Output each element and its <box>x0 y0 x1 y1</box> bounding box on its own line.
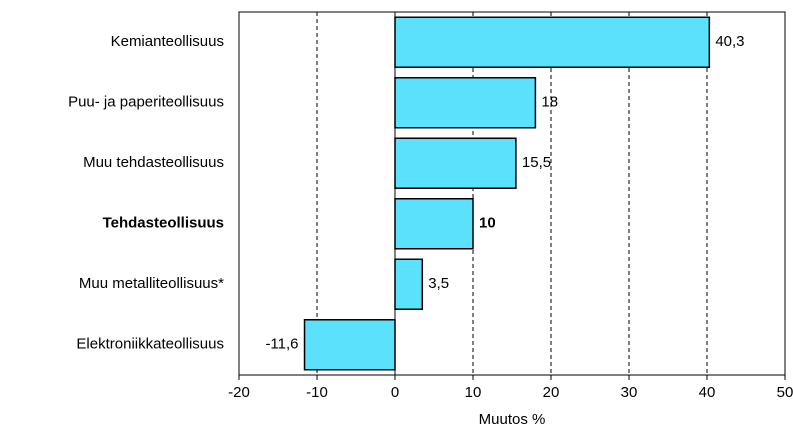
bar <box>394 16 711 68</box>
y-tick-label: Tehdasteollisuus <box>103 215 224 232</box>
y-tick-label: Elektroniikkateollisuus <box>76 336 224 353</box>
x-tick-label: -10 <box>306 384 328 401</box>
bar <box>394 198 474 250</box>
bar <box>394 77 537 129</box>
plot-area <box>238 11 786 376</box>
value-label: 40,3 <box>715 33 744 50</box>
x-axis-label: Muutos % <box>479 411 546 428</box>
bar <box>303 319 396 371</box>
x-tick-label: -20 <box>228 384 250 401</box>
y-tick-label: Kemianteollisuus <box>111 33 224 50</box>
x-tick-label: 40 <box>699 384 716 401</box>
y-tick-label: Muu metalliteollisuus* <box>79 275 224 292</box>
x-tick-label: 0 <box>391 384 399 401</box>
x-tick-label: 10 <box>465 384 482 401</box>
x-tick-label: 30 <box>621 384 638 401</box>
value-label: -11,6 <box>265 336 298 353</box>
value-label: 3,5 <box>428 275 449 292</box>
value-label: 10 <box>479 215 496 232</box>
bar <box>394 258 424 310</box>
y-tick-label: Puu- ja paperiteollisuus <box>68 94 224 111</box>
y-tick-label: Muu tehdasteollisuus <box>83 154 224 171</box>
x-tick-label: 50 <box>777 384 793 401</box>
x-tick-label: 20 <box>543 384 560 401</box>
value-label: 18 <box>541 94 558 111</box>
value-label: 15,5 <box>522 154 551 171</box>
bar <box>394 137 517 189</box>
